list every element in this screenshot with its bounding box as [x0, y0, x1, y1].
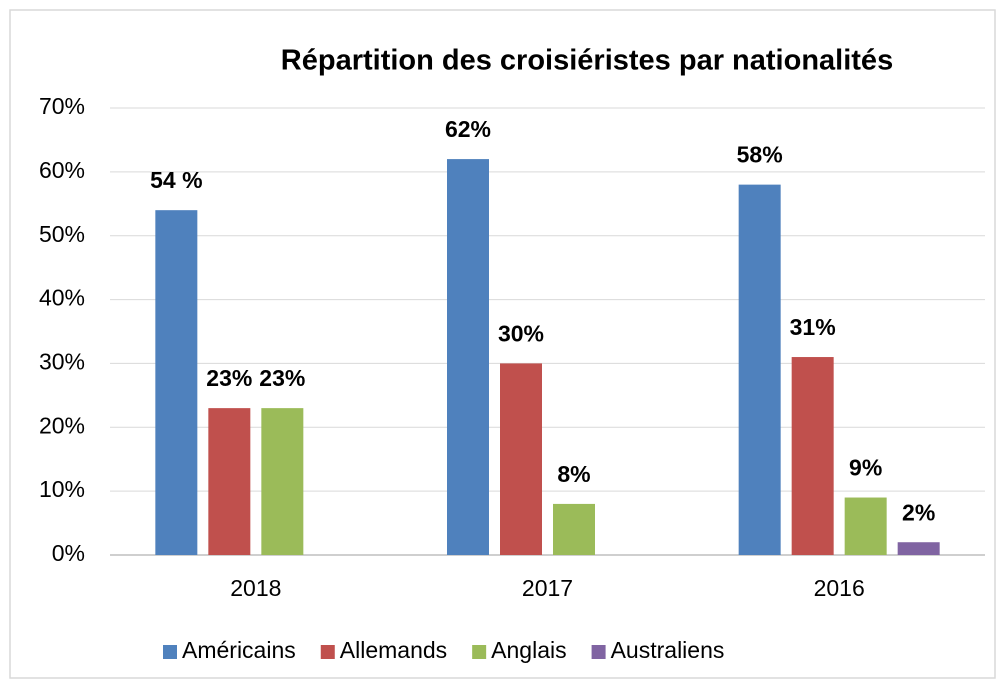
data-label: 58%	[737, 142, 783, 168]
data-label: 8%	[557, 461, 590, 487]
y-tick-label: 0%	[52, 540, 85, 566]
data-label: 54 %	[150, 167, 202, 193]
bar	[447, 159, 489, 556]
bar	[208, 408, 251, 555]
legend-label: Américains	[182, 637, 296, 663]
x-tick-label: 2016	[814, 575, 865, 601]
data-label: 62%	[445, 116, 491, 142]
legend-swatch	[591, 645, 606, 659]
bar	[738, 184, 781, 555]
x-tick-label: 2017	[522, 575, 573, 601]
data-label: 9%	[849, 455, 882, 481]
bar	[155, 210, 198, 555]
bar	[791, 357, 834, 555]
y-tick-label: 30%	[39, 349, 85, 375]
data-label: 30%	[498, 321, 544, 347]
legend-swatch	[320, 645, 335, 659]
y-tick-label: 40%	[39, 285, 85, 311]
y-tick-label: 50%	[39, 221, 85, 247]
legend-label: Australiens	[611, 637, 725, 663]
legend-label: Allemands	[340, 637, 447, 663]
legend-swatch	[163, 645, 177, 659]
bar	[500, 363, 542, 555]
bar	[553, 503, 595, 555]
y-tick-label: 10%	[39, 476, 85, 502]
data-label: 23%	[206, 365, 252, 391]
x-tick-label: 2018	[230, 575, 281, 601]
y-tick-label: 20%	[39, 412, 85, 438]
legend-label: Anglais	[491, 637, 566, 663]
data-label: 23%	[259, 365, 305, 391]
y-tick-label: 60%	[39, 157, 85, 183]
data-label: 2%	[902, 499, 935, 525]
bar	[844, 497, 887, 555]
y-tick-label: 70%	[39, 93, 85, 119]
legend-swatch	[472, 645, 487, 659]
bar	[261, 408, 304, 555]
chart-title: Répartition des croisiéristes par nation…	[281, 45, 893, 77]
data-label: 31%	[790, 314, 836, 340]
bar	[897, 542, 940, 555]
